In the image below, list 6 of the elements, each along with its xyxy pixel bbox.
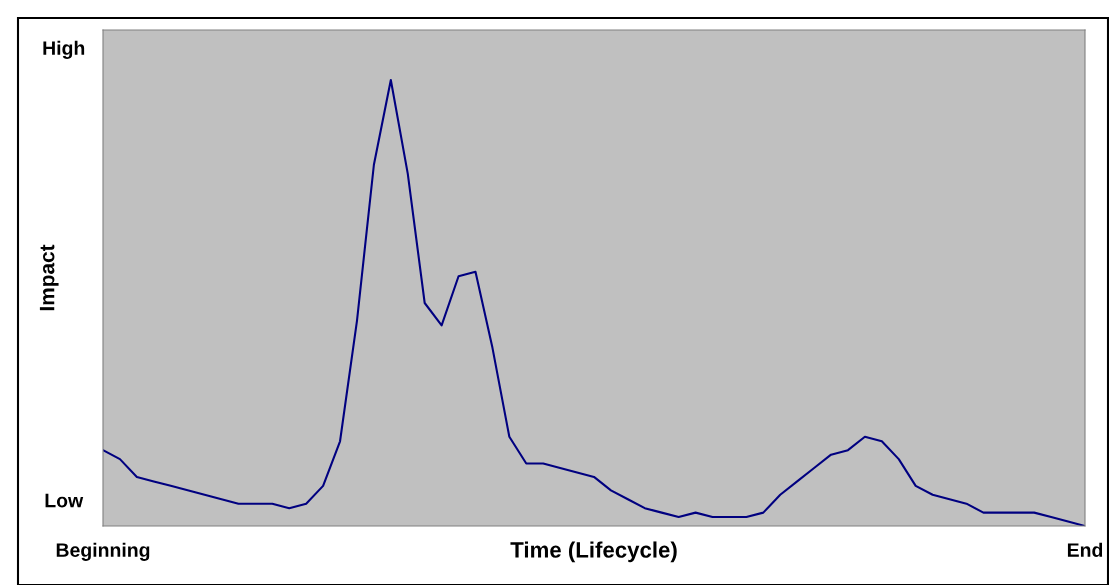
text: High	[43, 40, 85, 59]
y-axis-title: Impact	[39, 244, 59, 311]
x-axis-title: Time (Lifecycle)	[510, 541, 677, 563]
x-tick-label: End	[1067, 542, 1103, 557]
x-tick-label: Beginning	[56, 542, 150, 561]
text: Low	[45, 493, 84, 508]
